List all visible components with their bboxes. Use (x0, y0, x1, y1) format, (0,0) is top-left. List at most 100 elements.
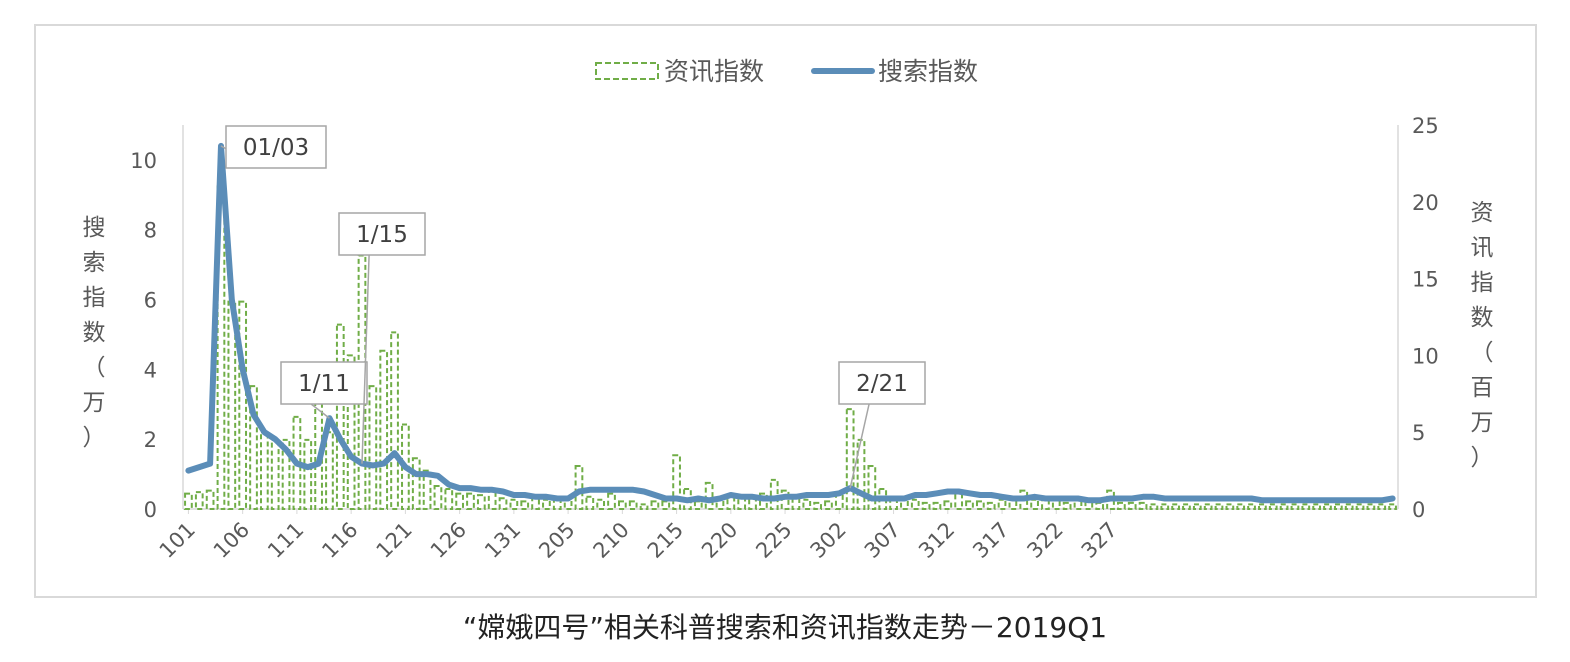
x-tick-label: 106 (209, 518, 254, 563)
news-index-bar (433, 484, 443, 510)
news-index-bar (303, 438, 313, 511)
news-index-bar (466, 492, 475, 511)
news-index-bar (1312, 503, 1322, 510)
callout-label: 2/21 (856, 371, 908, 397)
news-index-bar (607, 492, 616, 511)
news-index-bar (1290, 503, 1300, 510)
news-index-bar (1236, 503, 1246, 510)
news-index-bar (1355, 503, 1365, 510)
x-tick-label: 312 (914, 518, 959, 563)
news-index-bar (1258, 503, 1267, 510)
news-index-bar (672, 454, 681, 510)
left-tick-label: 10 (130, 149, 157, 173)
news-index-bar (1171, 503, 1180, 510)
left-tick-label: 4 (144, 358, 157, 382)
chart-frame: 资讯指数 搜索指数 01/03 1/11 1/15 2/21 0 2 4 6 8 10 0 5 10 15… (34, 24, 1537, 598)
news-index-bar (444, 488, 454, 511)
callout-label: 1/15 (356, 222, 408, 248)
left-tick-label: 0 (144, 498, 157, 522)
x-tick-label: 307 (860, 518, 905, 563)
news-index-bar (813, 501, 822, 510)
news-index-bar (845, 408, 855, 510)
news-index-bar (1127, 501, 1137, 510)
news-index-bar (1192, 503, 1202, 510)
callout-leader (361, 254, 370, 464)
news-index-bar (379, 349, 389, 510)
x-tick-label: 327 (1077, 518, 1122, 563)
x-tick-label: 322 (1022, 518, 1067, 563)
callout-label: 1/11 (298, 371, 350, 397)
callout-box (838, 361, 926, 405)
news-index-bar (390, 331, 399, 510)
news-index-bar (1149, 503, 1159, 510)
callout-box (225, 125, 327, 169)
x-tick-label: 116 (317, 518, 362, 563)
right-axis-title-char: 指 (1471, 270, 1494, 296)
news-index-bar (910, 498, 920, 510)
right-tick-label: 20 (1412, 191, 1439, 215)
news-index-bar (617, 500, 627, 511)
news-index-bar (476, 494, 486, 510)
news-index-bar (704, 481, 714, 510)
x-tick-label: 111 (263, 518, 308, 563)
callout-label: 01/03 (243, 135, 309, 161)
news-index-bar (975, 500, 985, 511)
callout-leader (849, 403, 870, 489)
left-axis-title-char: 数 (83, 320, 106, 346)
news-index-bar (1030, 498, 1039, 510)
x-tick-label: 317 (968, 518, 1013, 563)
legend-news-label: 资讯指数 (664, 57, 764, 86)
news-index-bar (1279, 503, 1289, 510)
news-index-bar (1323, 503, 1332, 510)
news-index-bar (585, 495, 595, 511)
news-index-bar (759, 492, 768, 511)
news-index-bar (1301, 503, 1311, 510)
legend: 资讯指数 搜索指数 (595, 57, 978, 86)
x-tick-label: 101 (155, 518, 200, 563)
x-tick-label: 215 (643, 518, 688, 563)
news-index-bar (932, 501, 942, 510)
news-index-bar (628, 500, 638, 511)
callout-1-11: 1/11 (280, 361, 368, 419)
news-index-bar (1366, 503, 1376, 510)
news-index-bar (542, 498, 551, 510)
news-index-bar (943, 500, 953, 511)
right-axis-title-char: 资 (1471, 200, 1494, 226)
news-index-bar (411, 457, 421, 511)
news-index-bar (335, 323, 345, 510)
right-axis-title-char: 万 (1471, 410, 1494, 436)
x-tick-label: 225 (751, 518, 796, 563)
news-index-bar (769, 478, 779, 511)
left-axis-title-char: 索 (83, 250, 106, 276)
news-index-bar (270, 438, 280, 511)
right-tick-label: 25 (1412, 114, 1439, 138)
left-axis-title-char: （ (83, 355, 106, 381)
news-index-bar (965, 500, 974, 511)
news-index-bar (921, 501, 931, 510)
news-index-bar (867, 464, 877, 511)
news-index-bar (368, 385, 378, 510)
news-index-bar (205, 489, 215, 510)
left-tick-label: 2 (144, 428, 157, 452)
search-index-line (185, 142, 1396, 504)
left-axis-title-char: ） (83, 425, 106, 451)
callout-leader (310, 403, 330, 419)
chart-caption: “嫦娥四号”相关科普搜索和资讯指数走势－2019Q1 (462, 611, 1108, 644)
legend-bar-swatch (595, 62, 659, 80)
news-index-bar (1268, 503, 1278, 510)
news-index-bar (1095, 501, 1105, 510)
axes (182, 125, 1399, 514)
right-tick-label: 10 (1412, 344, 1439, 368)
news-index-bar (259, 431, 269, 511)
news-index-bar (639, 503, 649, 510)
news-index-bar (1160, 503, 1170, 510)
x-tick-label: 205 (534, 518, 579, 563)
news-index-bar (661, 500, 671, 511)
right-axis-title-char: 讯 (1471, 235, 1494, 261)
right-tick-label: 15 (1412, 268, 1439, 292)
right-axis-title-char: 百 (1471, 375, 1494, 401)
news-index-bar (1117, 501, 1126, 510)
news-index-bar (1344, 503, 1354, 510)
news-index-bar (238, 300, 248, 511)
news-index-bar (650, 500, 660, 511)
